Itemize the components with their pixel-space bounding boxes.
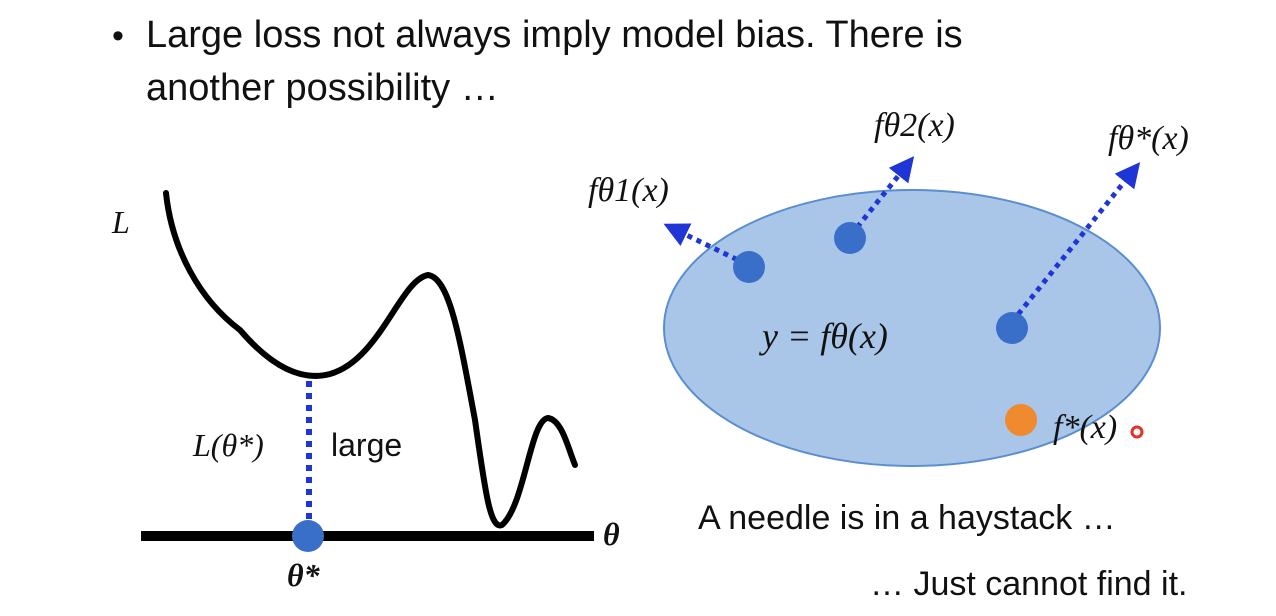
theta-star-point [292, 520, 324, 552]
label-f-star: f*(x) [1053, 409, 1117, 446]
loss-plot: θ L θ* L(θ*) large [111, 190, 620, 593]
arrow-theta1 [663, 223, 748, 267]
point-theta2 [834, 222, 866, 254]
arrow-theta-star [1010, 162, 1141, 324]
large-label: large [331, 427, 402, 463]
point-f-star [1005, 404, 1037, 436]
bullet-text: • Large loss not always imply model bias… [112, 14, 963, 109]
bullet-line-1: Large loss not always imply model bias. … [146, 14, 963, 56]
cursor-marker [1130, 425, 1144, 439]
label-theta-star: fθ*(x) [1108, 120, 1189, 157]
model-space: y = fθ(x) fθ1(x) fθ2(x) fθ*(x) f*(x) [588, 107, 1189, 467]
loss-value-label: L(θ*) [192, 427, 264, 463]
needle-caption: A needle is in a haystack … [698, 499, 1116, 537]
label-theta1: fθ1(x) [588, 172, 669, 209]
model-space-label: y = fθ(x) [759, 316, 888, 356]
bullet-line-2: another possibility … [146, 67, 499, 109]
point-theta1 [733, 251, 765, 283]
arrow-theta2 [849, 156, 915, 237]
cannot-find-caption: … Just cannot find it. [870, 565, 1188, 603]
label-theta2: fθ2(x) [874, 107, 955, 144]
bullet-symbol: • [112, 17, 124, 55]
loss-curve [163, 190, 578, 529]
model-space-ellipse [663, 189, 1161, 467]
point-theta-star [996, 312, 1028, 344]
loss-axis-label: L [111, 204, 130, 240]
captions: A needle is in a haystack … … Just canno… [698, 499, 1188, 603]
min-point-label: θ* [287, 557, 321, 593]
theta-axis-label: θ [603, 516, 620, 552]
